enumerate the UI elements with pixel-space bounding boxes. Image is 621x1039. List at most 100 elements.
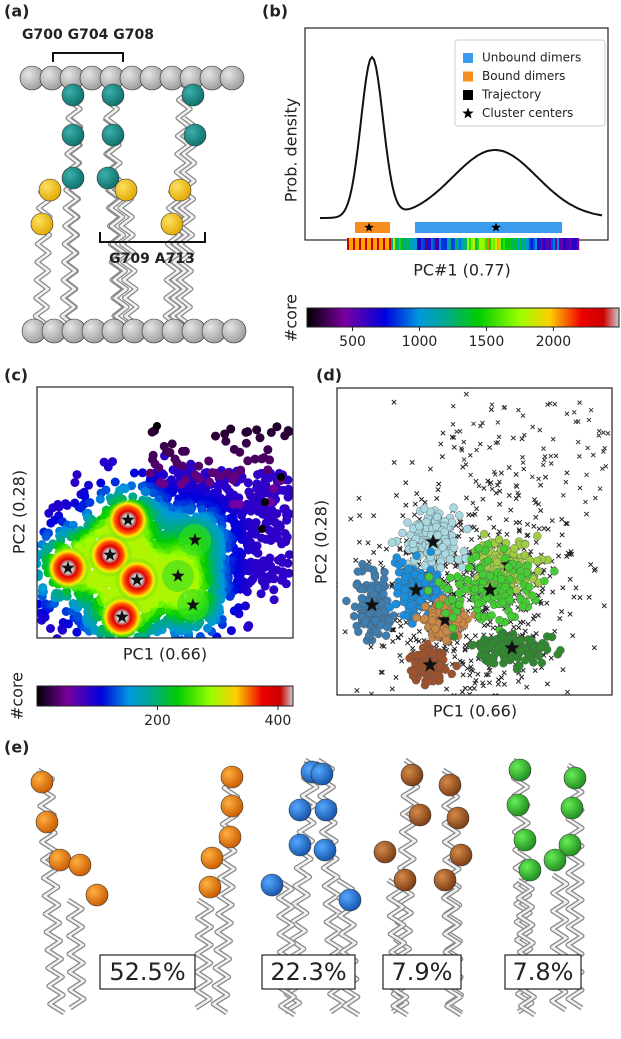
x-marker xyxy=(540,706,544,710)
point xyxy=(186,505,196,515)
x-marker xyxy=(588,562,594,568)
x-marker xyxy=(530,616,536,622)
trajectory-strip xyxy=(429,238,432,250)
x-marker xyxy=(560,667,566,673)
x-marker xyxy=(506,465,512,471)
cluster-point xyxy=(482,652,491,661)
x-marker xyxy=(397,545,403,551)
helix xyxy=(176,117,197,326)
cluster-percentage: 7.8% xyxy=(513,958,574,986)
x-marker xyxy=(510,435,516,441)
x-marker xyxy=(516,625,522,631)
cluster-point xyxy=(501,554,510,563)
point xyxy=(263,465,273,475)
x-marker xyxy=(602,445,608,451)
cluster-star xyxy=(482,582,498,597)
x-marker xyxy=(522,628,528,634)
cluster-point xyxy=(485,571,495,581)
point xyxy=(253,470,263,480)
x-marker xyxy=(616,563,620,567)
legend-label: Bound dimers xyxy=(482,69,565,83)
point xyxy=(222,468,232,478)
cluster-point xyxy=(507,611,516,620)
point xyxy=(221,641,230,650)
cluster-point xyxy=(448,623,457,633)
point xyxy=(100,641,109,650)
trajectory-strip xyxy=(377,238,380,250)
x-marker xyxy=(481,622,487,629)
x-marker xyxy=(321,608,325,612)
cluster-point xyxy=(455,580,464,589)
helix xyxy=(170,81,192,326)
x-marker xyxy=(414,490,420,497)
x-marker xyxy=(520,413,526,418)
point xyxy=(236,465,246,475)
cluster-percentage: 52.5% xyxy=(109,958,185,986)
x-marker xyxy=(485,478,491,484)
cluster-point xyxy=(419,650,428,659)
point xyxy=(162,446,172,456)
trajectory-strip xyxy=(487,238,490,250)
cluster-point xyxy=(405,654,414,663)
point xyxy=(148,450,158,460)
trajectory-strip xyxy=(439,238,442,250)
x-marker xyxy=(381,643,387,649)
cluster-point xyxy=(534,651,543,661)
x-marker xyxy=(520,619,526,625)
trajectory-strip xyxy=(381,238,384,250)
x-marker xyxy=(462,685,468,691)
point xyxy=(255,433,265,443)
x-marker xyxy=(332,545,336,549)
point xyxy=(269,595,279,605)
cluster-point xyxy=(459,547,468,556)
residue-label: G709 A713 xyxy=(109,251,195,267)
x-marker xyxy=(567,611,573,617)
x-marker xyxy=(451,648,457,654)
trajectory-strip xyxy=(405,238,408,250)
helix xyxy=(60,81,82,326)
cluster-point xyxy=(436,563,445,572)
point xyxy=(77,748,86,757)
cluster-point xyxy=(471,552,481,561)
x-marker xyxy=(475,671,481,677)
cluster-point xyxy=(540,576,549,586)
point xyxy=(37,559,42,569)
colorbar-label: #core xyxy=(282,294,301,342)
cluster-point xyxy=(477,644,487,653)
x-marker xyxy=(517,708,521,712)
point xyxy=(101,485,111,495)
cluster-point xyxy=(387,538,397,547)
x-marker xyxy=(405,640,411,646)
x-marker xyxy=(567,551,573,557)
x-marker xyxy=(552,628,558,634)
x-marker xyxy=(531,613,537,619)
atom xyxy=(314,798,338,822)
trajectory-strip xyxy=(455,238,458,250)
point xyxy=(266,427,276,437)
x-marker xyxy=(454,640,460,646)
point xyxy=(18,577,27,586)
x-marker xyxy=(547,573,553,579)
x-marker xyxy=(521,432,527,438)
x-marker xyxy=(519,436,525,442)
trajectory-strip xyxy=(437,238,440,250)
helix xyxy=(277,878,296,1017)
trajectory-strip xyxy=(393,238,396,250)
x-marker xyxy=(485,672,491,678)
atom xyxy=(288,798,312,822)
helix xyxy=(163,189,182,326)
cluster-point xyxy=(470,584,480,594)
trajectory-strip xyxy=(543,238,546,250)
point xyxy=(150,674,159,683)
point xyxy=(204,456,214,466)
trajectory-strip xyxy=(493,238,496,250)
cluster-point xyxy=(403,518,412,527)
cluster-point xyxy=(515,661,524,670)
colorbar-tick-label: 500 xyxy=(339,334,366,350)
state-bar xyxy=(355,222,390,233)
atom xyxy=(563,766,587,790)
x-marker xyxy=(524,684,530,690)
x-marker xyxy=(549,518,555,524)
atom xyxy=(393,868,417,892)
x-marker xyxy=(530,424,536,430)
